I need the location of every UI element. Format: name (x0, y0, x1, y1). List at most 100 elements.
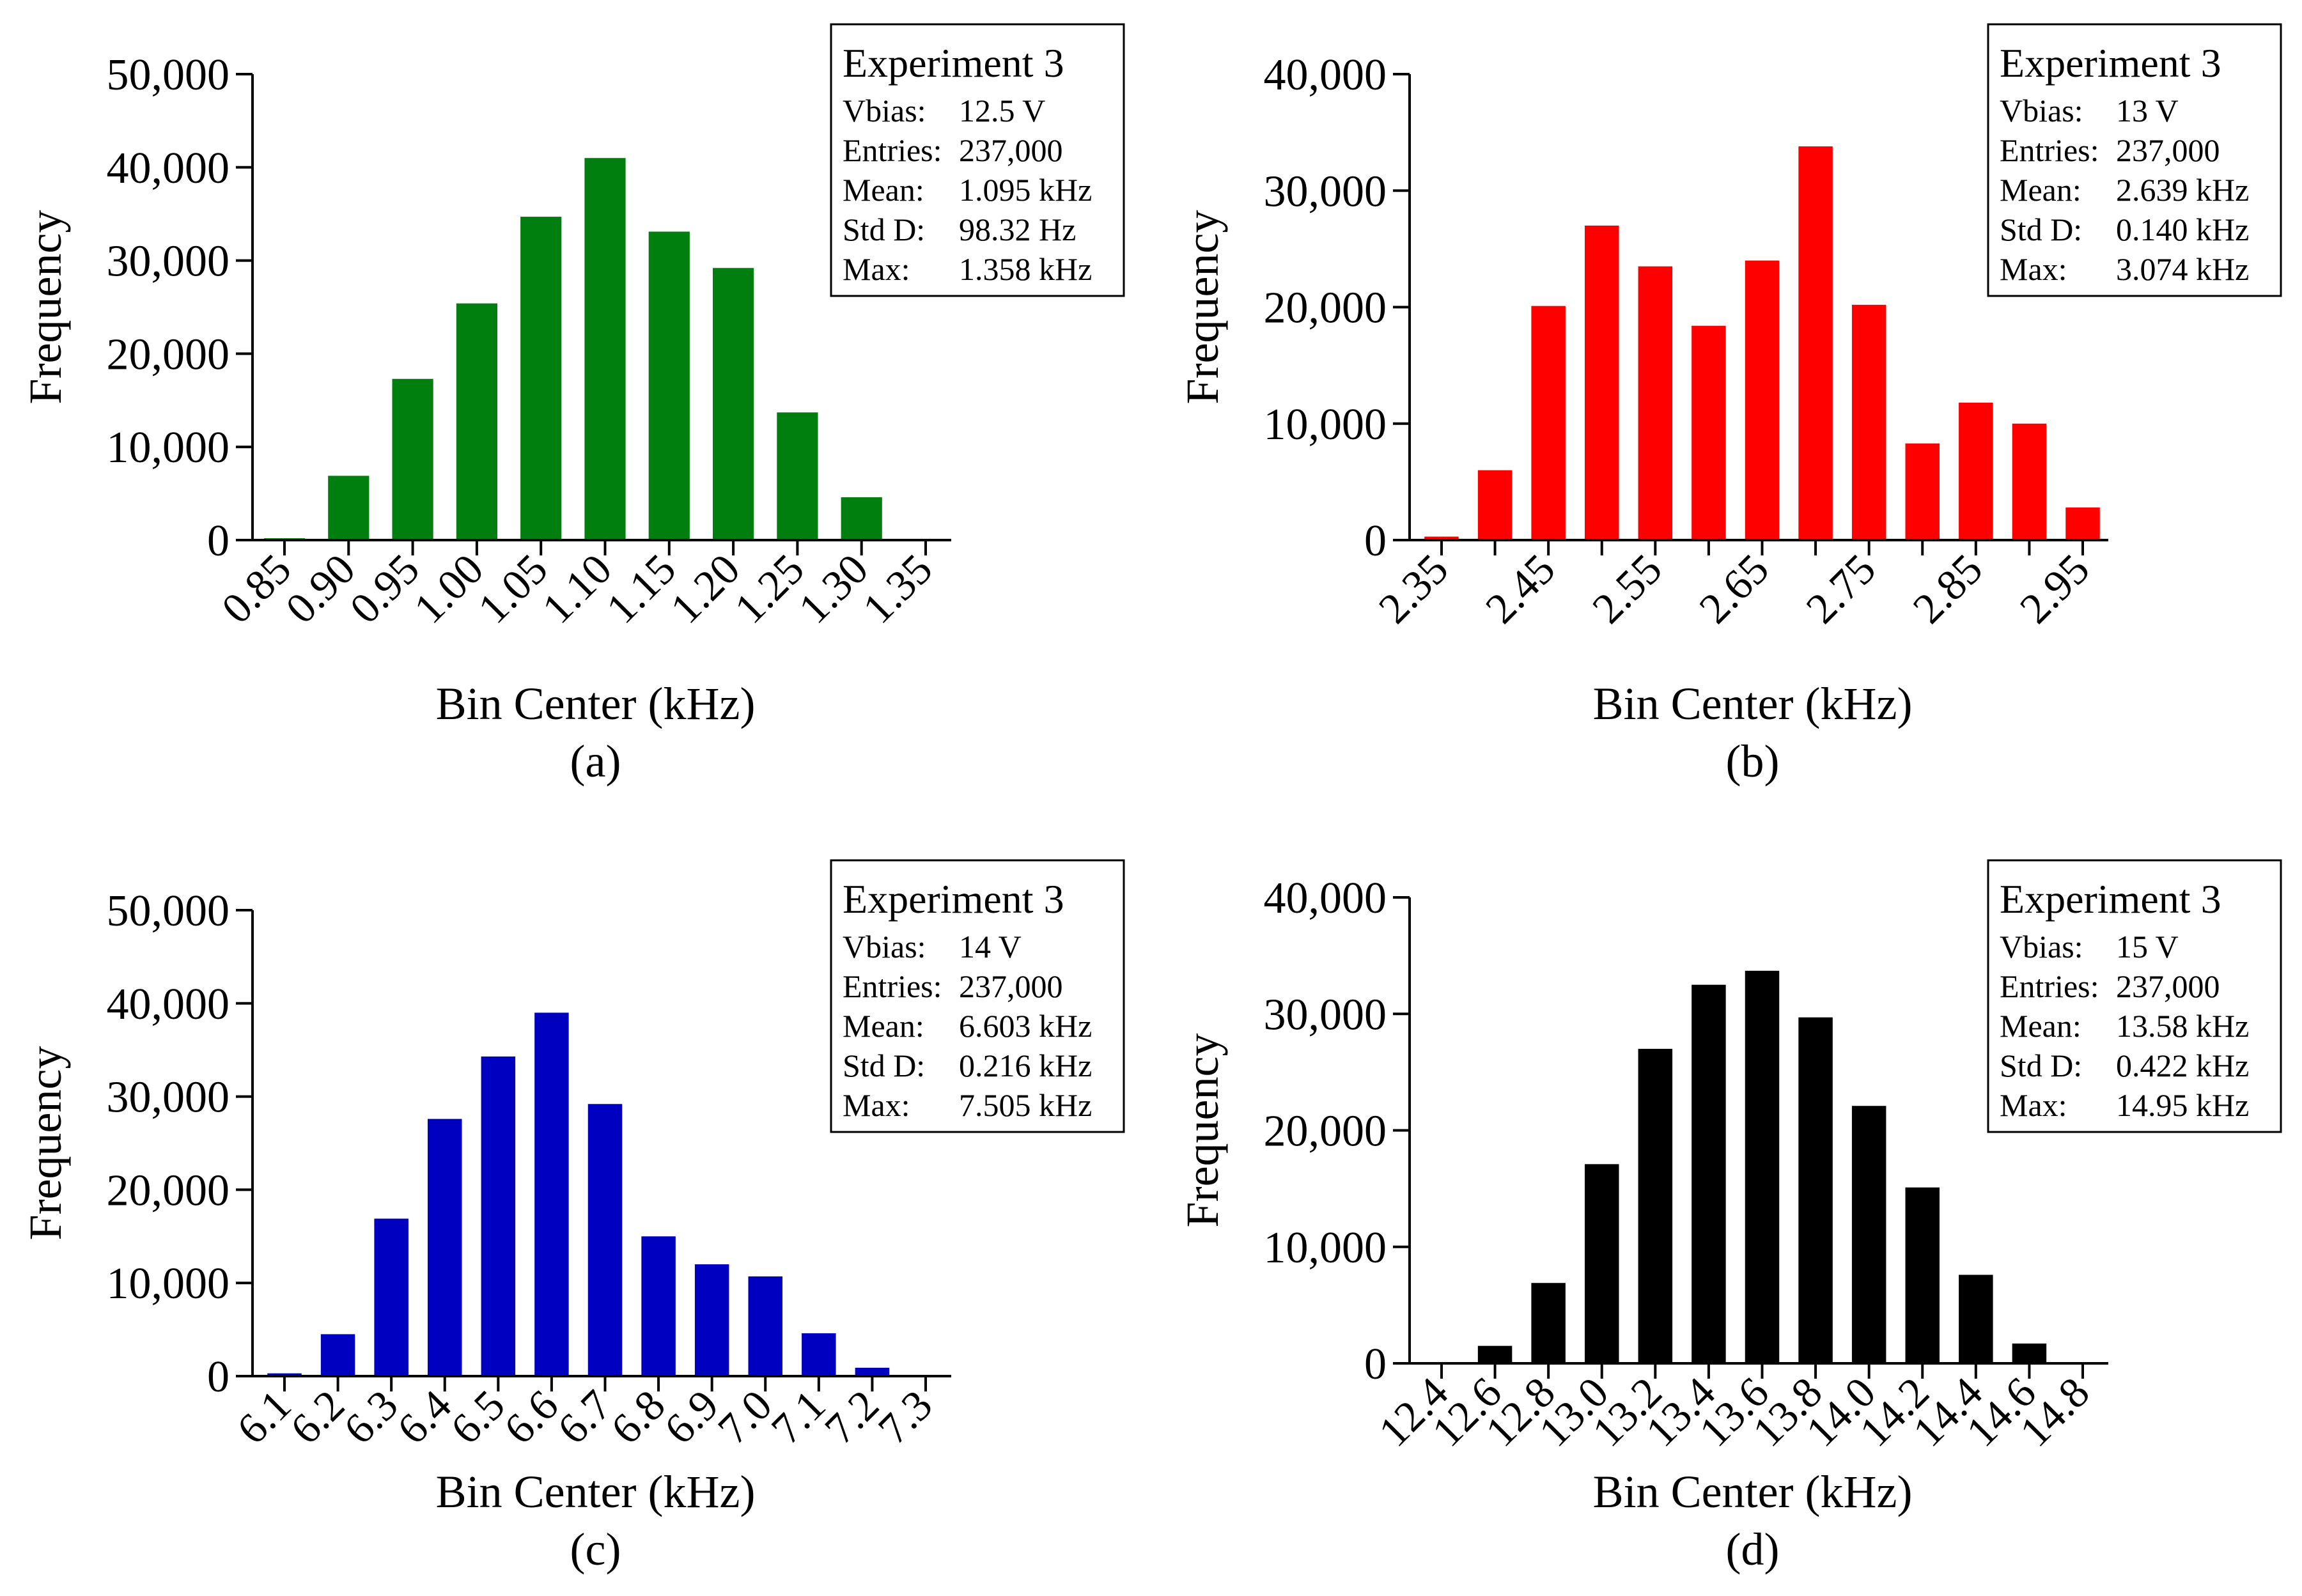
y-axis-title: Frequency (1177, 210, 1228, 405)
stats-title: Experiment 3 (843, 40, 1064, 86)
y-tick-label: 40,000 (107, 144, 230, 193)
bar-2.50 (1585, 225, 1619, 540)
bar-1.25 (777, 412, 818, 540)
stats-label: Std D: (2000, 212, 2082, 247)
bar-1.15 (648, 231, 690, 540)
bar-2.40 (1477, 470, 1513, 540)
x-tick-label: 2.55 (1583, 545, 1671, 633)
bar-7.1 (802, 1333, 836, 1376)
bar-0.95 (392, 378, 433, 540)
y-axis-title: Frequency (20, 210, 71, 405)
stats-title: Experiment 3 (2000, 876, 2221, 922)
bar-14.0 (1851, 1106, 1886, 1363)
y-tick-label: 0 (207, 1352, 229, 1402)
bar-14.2 (1905, 1187, 1940, 1363)
stats-label: Vbias: (2000, 93, 2083, 128)
bar-13.6 (1745, 970, 1780, 1363)
bar-1.30 (841, 497, 882, 540)
stats-box (1987, 859, 2282, 1133)
stats-value: 0.140 kHz (2116, 212, 2249, 247)
x-axis-title: Bin Center (kHz) (436, 1466, 756, 1517)
bar-13.8 (1798, 1017, 1833, 1363)
x-tick-label: 2.95 (2010, 545, 2099, 633)
bar-12.8 (1531, 1283, 1566, 1363)
bar-6.9 (694, 1264, 729, 1376)
stats-value: 1.095 kHz (959, 172, 1092, 208)
stats-value: 6.603 kHz (959, 1008, 1092, 1044)
bar-6.7 (587, 1104, 623, 1376)
stats-value: 14 V (959, 929, 1022, 965)
bar-1.00 (456, 303, 497, 540)
x-tick-label: 2.65 (1690, 545, 1778, 633)
stats-value: 237,000 (2116, 132, 2220, 168)
x-tick-label: 1.35 (853, 545, 942, 633)
bar-6.4 (428, 1119, 462, 1376)
y-tick-label: 0 (1364, 1340, 1387, 1389)
y-tick-label: 10,000 (1264, 1223, 1387, 1273)
y-tick-label: 10,000 (107, 423, 230, 472)
panel-label: (c) (570, 1524, 621, 1575)
stats-value: 12.5 V (959, 93, 1045, 128)
y-tick-label: 30,000 (107, 1073, 230, 1122)
stats-value: 237,000 (2116, 968, 2220, 1004)
stats-value: 0.216 kHz (959, 1048, 1092, 1083)
panel-label: (b) (1726, 736, 1780, 787)
y-tick-label: 40,000 (107, 980, 230, 1029)
bar-14.6 (2012, 1344, 2047, 1363)
stats-box (830, 23, 1125, 297)
stats-label: Mean: (843, 1008, 924, 1044)
bar-2.45 (1531, 306, 1566, 540)
panel-d: 010,00020,00030,00040,00012.412.612.813.… (1177, 859, 2282, 1575)
bar-1.10 (584, 158, 626, 541)
stats-label: Max: (843, 1087, 910, 1123)
y-tick-label: 50,000 (107, 50, 230, 100)
bar-13.0 (1585, 1164, 1619, 1363)
bar-7.0 (748, 1276, 782, 1376)
bar-6.3 (374, 1218, 408, 1376)
stats-label: Entries: (843, 132, 942, 168)
stats-label: Max: (843, 251, 910, 287)
y-tick-label: 40,000 (1264, 50, 1387, 100)
x-tick-label: 2.45 (1476, 545, 1564, 633)
bar-6.1 (267, 1373, 302, 1376)
x-tick-label: 2.75 (1796, 545, 1885, 633)
stats-label: Mean: (843, 172, 924, 208)
y-tick-label: 20,000 (1264, 284, 1387, 333)
bar-0.90 (328, 476, 369, 540)
bar-2.60 (1692, 325, 1726, 540)
x-tick-label: 7.3 (869, 1381, 942, 1453)
y-tick-label: 40,000 (1264, 874, 1387, 923)
y-tick-label: 0 (207, 516, 229, 566)
stats-title: Experiment 3 (2000, 40, 2221, 86)
stats-label: Std D: (843, 1048, 925, 1083)
y-tick-label: 20,000 (1264, 1107, 1387, 1156)
stats-label: Mean: (2000, 172, 2081, 208)
stats-label: Std D: (2000, 1048, 2082, 1083)
stats-label: Max: (2000, 251, 2067, 287)
bar-13.2 (1638, 1048, 1673, 1363)
bar-2.90 (2012, 423, 2047, 540)
y-tick-label: 30,000 (107, 237, 230, 286)
x-tick-label: 2.85 (1904, 545, 1992, 633)
bar-2.85 (1959, 402, 1993, 540)
stats-title: Experiment 3 (843, 876, 1064, 922)
bar-6.2 (320, 1334, 355, 1376)
x-axis-title: Bin Center (kHz) (436, 678, 756, 729)
stats-label: Mean: (2000, 1008, 2081, 1044)
bar-13.4 (1692, 984, 1726, 1363)
bar-2.95 (2065, 507, 2100, 540)
stats-label: Entries: (843, 968, 942, 1004)
bar-2.55 (1638, 266, 1673, 540)
bar-6.8 (641, 1236, 676, 1376)
y-tick-label: 10,000 (1264, 400, 1387, 449)
stats-label: Vbias: (843, 929, 926, 965)
y-tick-label: 30,000 (1264, 990, 1387, 1039)
y-tick-label: 0 (1364, 516, 1387, 566)
stats-value: 7.505 kHz (959, 1087, 1092, 1123)
stats-value: 237,000 (959, 132, 1063, 168)
stats-label: Vbias: (843, 93, 926, 128)
y-axis-title: Frequency (20, 1046, 71, 1241)
stats-value: 15 V (2116, 929, 2179, 965)
x-axis-title: Bin Center (kHz) (1593, 1466, 1913, 1517)
panel-label: (d) (1726, 1524, 1780, 1575)
